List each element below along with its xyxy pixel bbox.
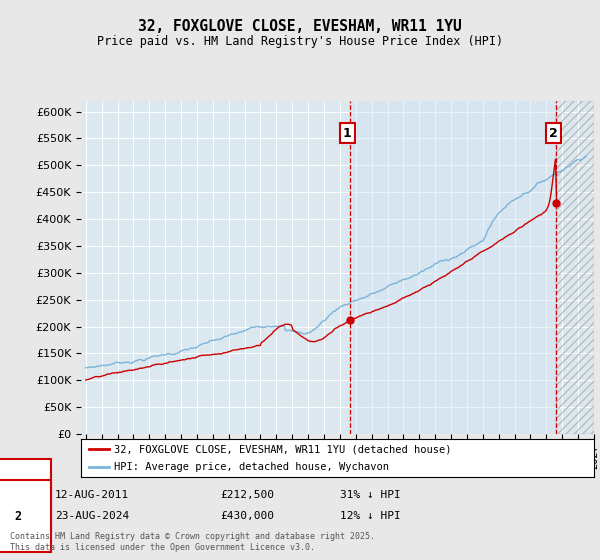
Text: 12% ↓ HPI: 12% ↓ HPI bbox=[340, 511, 401, 521]
Text: 1: 1 bbox=[343, 127, 352, 139]
Text: 2: 2 bbox=[14, 510, 22, 523]
Text: 2: 2 bbox=[550, 127, 558, 139]
Text: 23-AUG-2024: 23-AUG-2024 bbox=[55, 511, 129, 521]
Bar bbox=[350, 101, 556, 434]
Text: HPI: Average price, detached house, Wychavon: HPI: Average price, detached house, Wych… bbox=[115, 462, 389, 472]
Bar bbox=[556, 101, 594, 434]
Text: Contains HM Land Registry data © Crown copyright and database right 2025.
This d: Contains HM Land Registry data © Crown c… bbox=[10, 533, 375, 552]
Text: 32, FOXGLOVE CLOSE, EVESHAM, WR11 1YU (detached house): 32, FOXGLOVE CLOSE, EVESHAM, WR11 1YU (d… bbox=[115, 444, 452, 454]
Text: 12-AUG-2011: 12-AUG-2011 bbox=[55, 489, 129, 500]
Text: 1: 1 bbox=[14, 488, 22, 501]
Text: £430,000: £430,000 bbox=[220, 511, 274, 521]
Text: Price paid vs. HM Land Registry's House Price Index (HPI): Price paid vs. HM Land Registry's House … bbox=[97, 35, 503, 49]
Text: £212,500: £212,500 bbox=[220, 489, 274, 500]
Text: 32, FOXGLOVE CLOSE, EVESHAM, WR11 1YU: 32, FOXGLOVE CLOSE, EVESHAM, WR11 1YU bbox=[138, 20, 462, 34]
Text: 31% ↓ HPI: 31% ↓ HPI bbox=[340, 489, 401, 500]
